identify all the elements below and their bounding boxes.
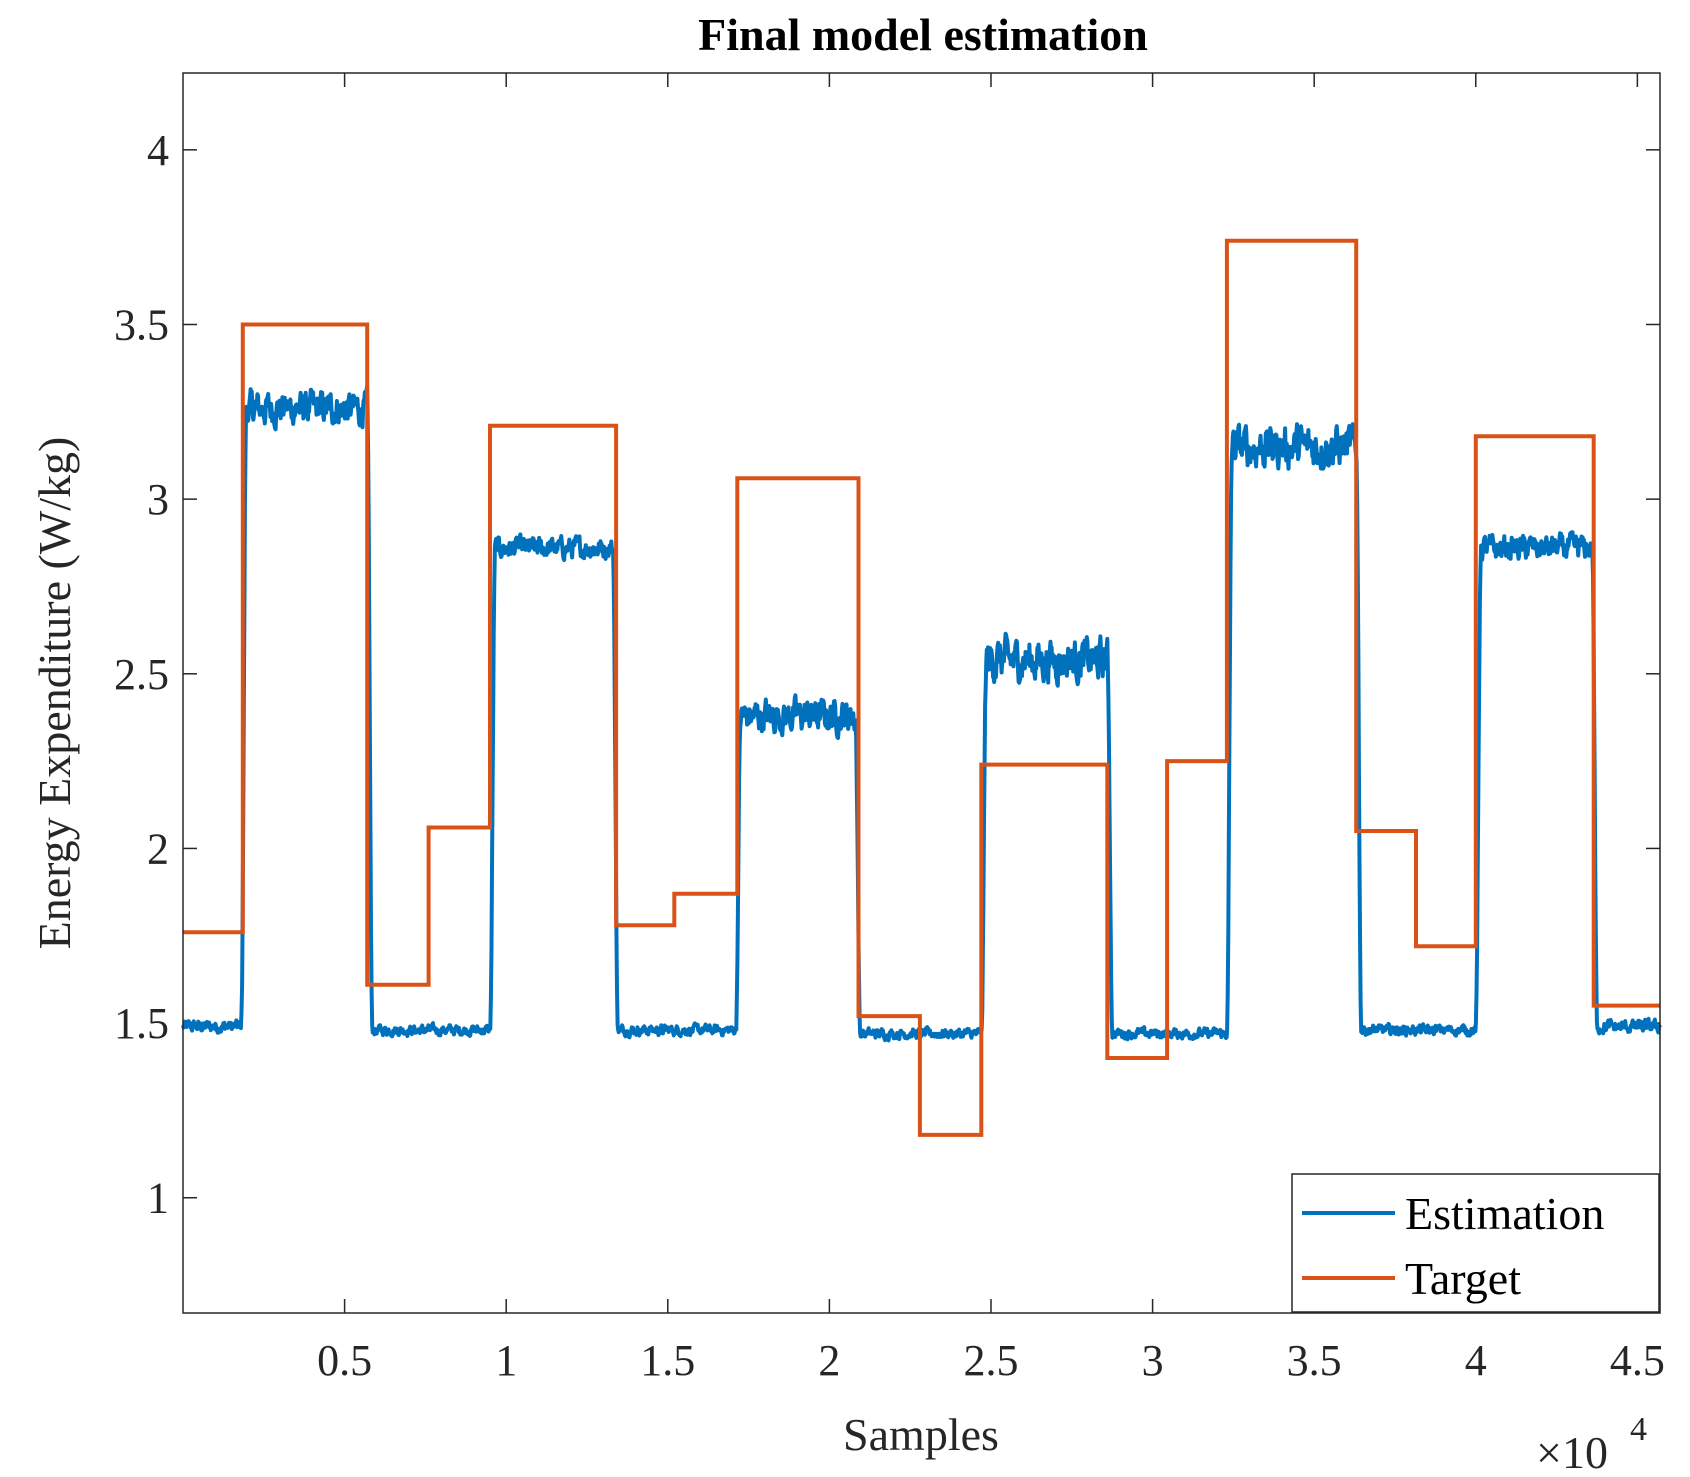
x-tick-label: 1 — [495, 1336, 517, 1385]
y-tick-label: 1 — [147, 1174, 169, 1223]
series-group — [181, 238, 1662, 1137]
x-tick-label: 1.5 — [640, 1336, 695, 1385]
plot-frame — [182, 72, 1661, 1314]
legend: Estimation Target — [1291, 1173, 1660, 1313]
y-tick-label: 1.5 — [114, 999, 169, 1048]
x-axis-ticks: 0.5 1 1.5 2 2.5 3 3.5 4 4.5 — [317, 73, 1665, 1385]
x-tick-label: 2 — [818, 1336, 840, 1385]
x-tick-label: 3 — [1142, 1336, 1164, 1385]
x-tick-label: 4.5 — [1610, 1336, 1665, 1385]
y-tick-label: 3.5 — [114, 300, 169, 349]
x-tick-label: 4 — [1465, 1336, 1487, 1385]
y-tick-label: 2 — [147, 824, 169, 873]
series-line-estimation — [181, 384, 1662, 1043]
series-line-target — [183, 238, 1660, 1137]
y-tick-label: 2.5 — [114, 650, 169, 699]
x-exponent-base: ×10 — [1536, 1427, 1608, 1477]
y-tick-label: 4 — [147, 126, 169, 175]
legend-box — [1291, 1173, 1660, 1313]
x-tick-label: 0.5 — [317, 1336, 372, 1385]
x-axis-exponent: ×10 4 — [1536, 1411, 1647, 1477]
y-axis-ticks: 1 1.5 2 2.5 3 3.5 4 — [114, 126, 1660, 1223]
y-axis-label: Energy Expenditure (W/kg) — [29, 437, 80, 950]
x-axis-label: Samples — [843, 1409, 999, 1460]
y-tick-label: 3 — [147, 475, 169, 524]
chart-title: Final model estimation — [698, 9, 1148, 60]
legend-label-target: Target — [1405, 1253, 1521, 1304]
x-tick-label: 3.5 — [1287, 1336, 1342, 1385]
x-tick-label: 2.5 — [963, 1336, 1018, 1385]
legend-label-estimation: Estimation — [1405, 1188, 1604, 1239]
x-exponent-power: 4 — [1630, 1411, 1647, 1448]
